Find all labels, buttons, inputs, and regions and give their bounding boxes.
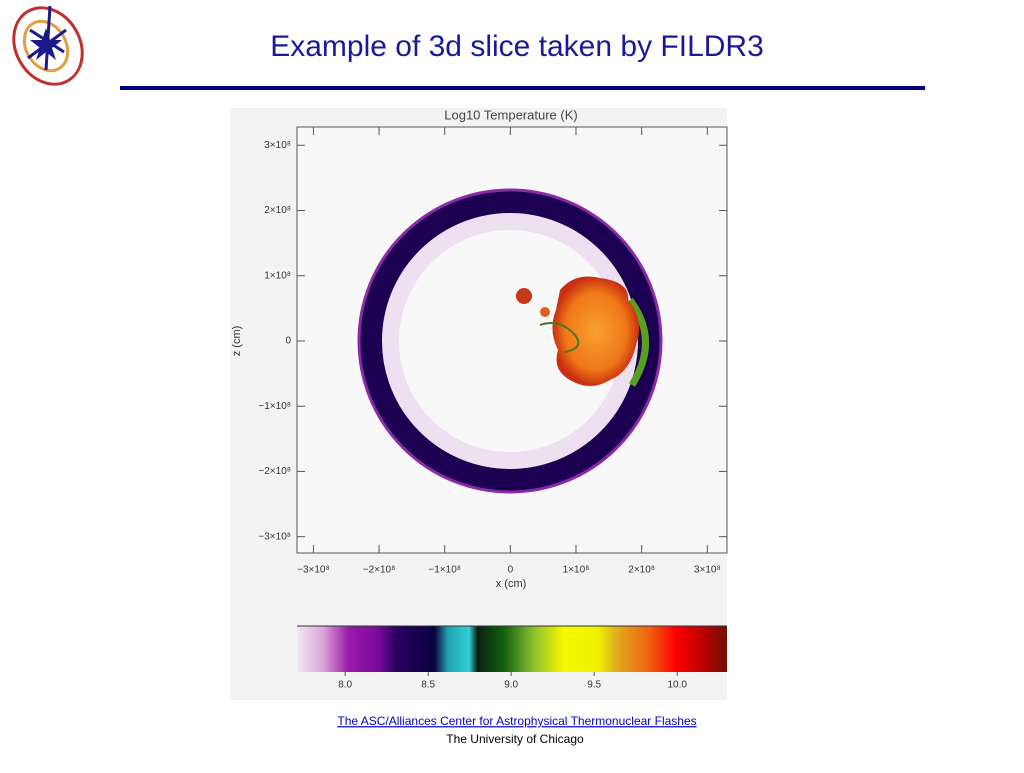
y-tick-label: −3×10⁸ xyxy=(258,531,291,542)
logo xyxy=(12,5,84,86)
x-tick-label: −2×10⁸ xyxy=(363,565,396,576)
x-tick-label: −1×10⁸ xyxy=(428,565,461,576)
x-tick-label: −3×10⁸ xyxy=(297,565,330,576)
y-axis-label: z (cm) xyxy=(231,326,243,357)
colorbar-tick-label: 9.0 xyxy=(504,680,518,691)
y-tick-label: −1×10⁸ xyxy=(258,401,291,412)
simulation-image xyxy=(357,188,663,494)
x-tick-label: 0 xyxy=(508,565,514,576)
footer-institution: The University of Chicago xyxy=(446,732,584,746)
y-tick-label: 3×10⁸ xyxy=(264,140,291,151)
x-axis-label: x (cm) xyxy=(496,578,527,590)
colorbar-tick-label: 10.0 xyxy=(667,680,687,691)
footer-link[interactable]: The ASC/Alliances Center for Astrophysic… xyxy=(337,714,696,728)
slide-title: Example of 3d slice taken by FILDR3 xyxy=(270,30,764,63)
colorbar-tick-label: 8.5 xyxy=(421,680,435,691)
x-tick-label: 3×10⁸ xyxy=(694,565,721,576)
y-tick-label: 2×10⁸ xyxy=(264,205,291,216)
x-tick-label: 1×10⁸ xyxy=(563,565,590,576)
colorbar-tick-label: 8.0 xyxy=(338,680,352,691)
y-tick-label: 0 xyxy=(285,336,291,347)
y-tick-label: −2×10⁸ xyxy=(258,466,291,477)
y-tick-label: 1×10⁸ xyxy=(264,270,291,281)
x-tick-label: 2×10⁸ xyxy=(628,565,655,576)
colorbar xyxy=(297,626,727,672)
colorbar-tick-label: 9.5 xyxy=(587,680,601,691)
figure-title: Log10 Temperature (K) xyxy=(444,107,577,122)
